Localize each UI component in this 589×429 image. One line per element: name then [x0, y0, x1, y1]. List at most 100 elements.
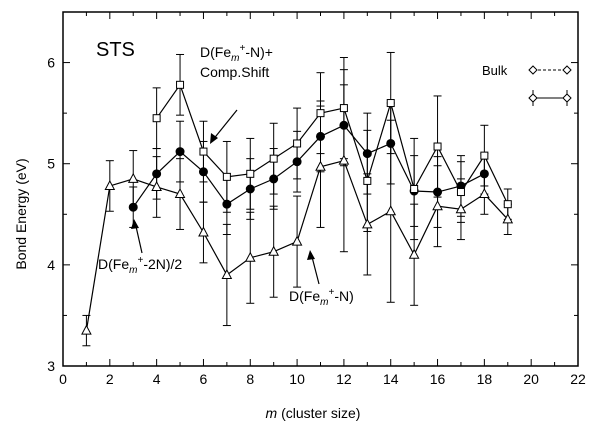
circle-marker	[152, 169, 162, 179]
x-tick-label: 2	[106, 371, 114, 387]
circle-marker	[222, 199, 232, 209]
legend-errorbar-diamond-left	[528, 93, 538, 103]
square-marker	[269, 154, 278, 163]
annotation-single-n-sup: +	[328, 287, 334, 298]
square-marker	[176, 80, 185, 89]
triangle-marker	[502, 213, 514, 224]
triangle-marker	[455, 203, 467, 214]
triangle-marker	[104, 179, 116, 190]
triangle-marker	[291, 235, 303, 246]
triangle-marker	[174, 187, 186, 199]
circle-marker	[433, 187, 443, 197]
x-tick-label: 14	[383, 371, 399, 387]
data-markers	[81, 80, 514, 335]
annotation-half-2n-sub: m	[129, 265, 137, 276]
triangle-marker	[268, 245, 280, 256]
annotation-comp-shift-pre: D(Fe	[200, 44, 231, 60]
svg-text:D(Fem+-N): D(Fem+-N)	[289, 287, 354, 308]
y-tick-label: 3	[47, 358, 55, 374]
square-marker	[339, 104, 348, 113]
series-line-filled-circle	[132, 124, 485, 208]
legend-bulk-diamond-right	[562, 65, 572, 75]
x-axis-label-rest: (cluster size)	[277, 405, 360, 421]
square-marker	[316, 109, 325, 118]
x-axis-label: m (cluster size)	[266, 405, 361, 421]
annotation-comp-shift-arrowhead	[210, 133, 218, 144]
square-marker	[433, 142, 442, 151]
square-marker	[152, 114, 161, 123]
triangle-marker	[127, 172, 139, 183]
x-axis-label-var: m	[266, 405, 278, 421]
circle-marker	[269, 174, 279, 184]
triangle-marker	[479, 187, 490, 199]
circle-marker	[479, 169, 489, 179]
annotation-comp-shift-sub: m	[231, 53, 239, 64]
circle-marker	[362, 149, 372, 159]
legend-bulk-diamond-left	[528, 65, 538, 75]
annotation-half-2n: D(Fem+-2N)/2	[98, 219, 182, 276]
circle-marker	[386, 138, 396, 148]
circle-marker	[245, 184, 255, 194]
annotation-comp-shift-arrow	[211, 109, 238, 142]
triangle-marker	[221, 268, 233, 279]
circle-marker	[175, 147, 185, 157]
circle-marker	[339, 120, 349, 130]
svg-text:D(Fem+-N)+: D(Fem+-N)+	[200, 43, 273, 64]
x-tick-label: 12	[336, 371, 352, 387]
annotation-single-n-arrowhead	[307, 250, 315, 260]
square-marker	[246, 169, 255, 178]
triangle-marker	[408, 248, 420, 259]
square-marker	[293, 139, 302, 148]
x-tick-label: 18	[477, 371, 493, 387]
y-tick-label: 5	[47, 156, 55, 172]
triangle-marker	[81, 324, 92, 335]
x-tick-label: 20	[523, 371, 539, 387]
x-tick-label: 8	[246, 371, 254, 387]
x-tick-label: 22	[570, 371, 586, 387]
series-line-open-square	[156, 83, 509, 205]
x-tick-label: 16	[430, 371, 446, 387]
annotation-half-2n-arrowhead	[131, 219, 139, 229]
annotation-single-n-sub: m	[320, 297, 328, 308]
triangle-marker	[198, 226, 209, 237]
x-tick-label: 6	[200, 371, 208, 387]
triangle-marker	[244, 251, 256, 262]
y-tick-label: 4	[47, 257, 55, 273]
square-marker	[480, 151, 489, 160]
y-tick-label: 6	[47, 55, 55, 71]
annotation-half-2n-pre: D(Fe	[98, 256, 129, 272]
square-marker	[363, 176, 372, 185]
legend-label-bulk: Bulk	[482, 63, 508, 78]
triangle-marker	[338, 154, 350, 165]
annotation-half-2n-post: -2N)/2	[143, 256, 182, 272]
square-marker	[199, 147, 208, 156]
chart-title: STS	[96, 39, 135, 61]
square-marker	[503, 200, 512, 209]
circle-marker	[316, 131, 325, 141]
svg-text:D(Fem+-2N)/2: D(Fem+-2N)/2	[98, 255, 182, 276]
x-tick-label: 10	[289, 371, 305, 387]
annotation-comp-shift-post: -N)+	[245, 44, 273, 60]
triangle-marker	[432, 200, 443, 211]
annotation-single-n-post: -N)	[334, 288, 353, 304]
triangle-marker	[361, 218, 373, 229]
triangle-marker	[151, 180, 162, 191]
x-tick-label: 4	[153, 371, 161, 387]
legend: Bulk	[482, 63, 572, 106]
square-marker	[456, 188, 465, 197]
y-axis-label: Bond Energy (eV)	[13, 158, 29, 269]
triangle-marker	[385, 205, 397, 216]
axis-tick-labels: 0 2 4 6 8 10 12 14 16 18 20 22 3 4 5 6	[47, 55, 586, 387]
circle-marker	[198, 167, 208, 177]
triangle-marker	[315, 160, 326, 171]
legend-errorbar-diamond-right	[562, 93, 572, 103]
x-tick-label: 0	[59, 371, 67, 387]
square-marker	[386, 99, 395, 108]
square-marker	[222, 172, 231, 181]
square-marker	[410, 185, 419, 193]
annotation-comp-shift-line2: Comp.Shift	[200, 64, 269, 80]
axis-ticks	[62, 12, 579, 367]
circle-marker	[292, 157, 302, 167]
annotation-comp-shift: D(Fem+-N)+ Comp.Shift	[200, 43, 273, 144]
annotation-half-2n-sup: +	[137, 255, 143, 266]
